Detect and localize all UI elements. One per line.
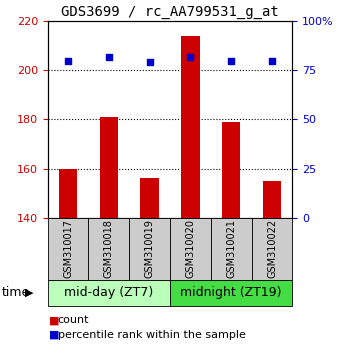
Text: ▶: ▶ — [25, 288, 34, 298]
Bar — [222, 122, 240, 218]
Point — [188, 54, 193, 59]
Bar — [59, 169, 77, 218]
Text: midnight (ZT19): midnight (ZT19) — [181, 286, 282, 299]
Point — [65, 58, 71, 63]
Text: percentile rank within the sample: percentile rank within the sample — [58, 330, 246, 339]
Text: GDS3699 / rc_AA799531_g_at: GDS3699 / rc_AA799531_g_at — [61, 5, 279, 19]
Point — [147, 60, 152, 65]
Bar — [181, 36, 200, 218]
Text: GSM310021: GSM310021 — [226, 219, 236, 278]
Bar — [263, 181, 281, 218]
Text: GSM310017: GSM310017 — [63, 219, 73, 278]
Text: count: count — [58, 315, 89, 325]
Text: mid-day (ZT7): mid-day (ZT7) — [64, 286, 153, 299]
Point — [106, 54, 112, 59]
Text: GSM310019: GSM310019 — [144, 219, 155, 278]
Text: GSM310022: GSM310022 — [267, 219, 277, 278]
Text: time: time — [2, 286, 30, 299]
Bar — [100, 117, 118, 218]
Bar — [140, 178, 159, 218]
Text: GSM310020: GSM310020 — [185, 219, 195, 278]
Text: ■: ■ — [49, 315, 60, 325]
Point — [269, 58, 275, 63]
Point — [228, 58, 234, 63]
Text: GSM310018: GSM310018 — [104, 219, 114, 278]
Text: ■: ■ — [49, 330, 60, 339]
